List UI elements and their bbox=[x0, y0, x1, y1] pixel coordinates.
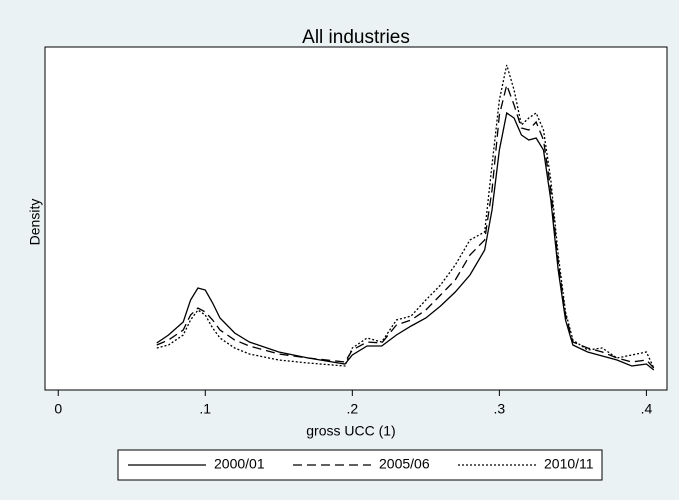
legend-label: 2005/06 bbox=[379, 456, 430, 472]
density-line bbox=[156, 111, 655, 371]
y-axis-title: Density bbox=[27, 199, 43, 246]
density-line bbox=[156, 82, 655, 369]
x-axis-title: gross UCC (1) bbox=[306, 423, 395, 439]
x-tick-label: .2 bbox=[346, 401, 358, 417]
chart-title: All industries bbox=[302, 27, 410, 48]
x-tick-label: .3 bbox=[494, 401, 506, 417]
legend-label: 2010/11 bbox=[544, 456, 594, 472]
x-tick-label: 0 bbox=[54, 401, 62, 417]
plot-area bbox=[44, 46, 668, 391]
legend-label: 2000/01 bbox=[214, 456, 265, 472]
x-tick-label: .4 bbox=[641, 401, 653, 417]
x-tick-label: .1 bbox=[199, 401, 211, 417]
density-line bbox=[156, 64, 655, 369]
